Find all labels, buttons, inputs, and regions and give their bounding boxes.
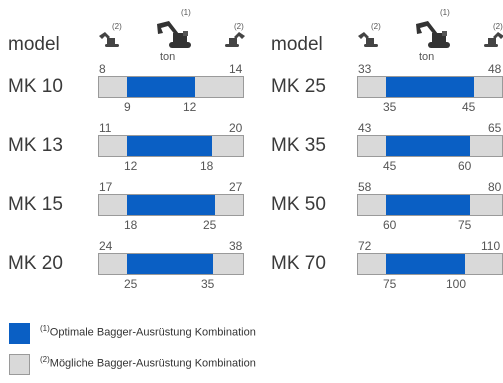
possible-max-label-1: 20 xyxy=(229,121,243,135)
optimal-max-label-1: 18 xyxy=(200,159,214,173)
legend-label-possible: Mögliche Bagger-Ausrüstung Kombination xyxy=(49,357,256,370)
optimal-max-label-3: 35 xyxy=(201,277,215,291)
legend-swatch-optimal xyxy=(9,323,30,344)
marker-small-right-0: (2) xyxy=(234,22,244,31)
marker-small-left-1: (2) xyxy=(371,22,381,31)
possible-min-label-0: 8 xyxy=(99,62,106,76)
marker-small-left-0: (2) xyxy=(112,22,122,31)
bar-optimal-2 xyxy=(127,195,215,215)
optimal-max-label-6: 75 xyxy=(458,218,472,232)
optimal-min-label-3: 25 xyxy=(124,277,138,291)
possible-max-label-7: 110 xyxy=(481,239,501,253)
bar-optimal-3 xyxy=(127,254,213,274)
bar-optimal-6 xyxy=(386,195,470,215)
legend-swatch-possible xyxy=(9,354,30,375)
possible-min-label-6: 58 xyxy=(358,180,372,194)
legend-marker-possible: (2) xyxy=(40,355,50,364)
model-label-mk-70: MK 70 xyxy=(271,253,326,274)
model-label-mk-15: MK 15 xyxy=(8,194,63,215)
possible-max-label-3: 38 xyxy=(229,239,243,253)
bar-optimal-5 xyxy=(386,136,470,156)
possible-min-label-5: 43 xyxy=(358,121,372,135)
bar-optimal-4 xyxy=(386,77,474,97)
model-label-mk-25: MK 25 xyxy=(271,76,326,97)
excavator-small-left-icon-1 xyxy=(358,32,378,47)
model-label-mk-20: MK 20 xyxy=(8,253,63,274)
excavator-large-icon-0 xyxy=(157,21,191,48)
excavator-small-right-icon-0 xyxy=(225,32,245,47)
column-header-model-0: model xyxy=(8,34,60,55)
excavator-small-right-icon-1 xyxy=(484,32,503,47)
optimal-min-label-4: 35 xyxy=(383,100,397,114)
optimal-max-label-7: 100 xyxy=(446,277,467,291)
optimal-max-label-5: 60 xyxy=(458,159,472,173)
bar-optimal-7 xyxy=(386,254,465,274)
optimal-max-label-4: 45 xyxy=(462,100,476,114)
marker-large-1: (1) xyxy=(440,8,450,17)
excavator-large-icon-1 xyxy=(416,21,450,48)
bar-optimal-0 xyxy=(127,77,195,97)
possible-min-label-4: 33 xyxy=(358,62,372,76)
possible-min-label-1: 11 xyxy=(99,121,112,135)
legend-label-optimal: Optimale Bagger-Ausrüstung Kombination xyxy=(49,326,256,339)
model-label-mk-35: MK 35 xyxy=(271,135,326,156)
unit-label-ton-1: ton xyxy=(419,51,435,63)
legend-marker-optimal: (1) xyxy=(40,324,50,333)
possible-max-label-6: 80 xyxy=(488,180,502,194)
legend-item-optimal: (1)Optimale Bagger-Ausrüstung Kombinatio… xyxy=(40,324,256,339)
marker-large-0: (1) xyxy=(181,8,191,17)
optimal-min-label-7: 75 xyxy=(383,277,397,291)
possible-max-label-2: 27 xyxy=(229,180,243,194)
possible-min-label-3: 24 xyxy=(99,239,113,253)
model-label-mk-50: MK 50 xyxy=(271,194,326,215)
optimal-min-label-1: 12 xyxy=(124,159,138,173)
column-header-model-1: model xyxy=(271,34,323,55)
model-label-mk-10: MK 10 xyxy=(8,76,63,97)
optimal-max-label-0: 12 xyxy=(183,100,197,114)
bar-optimal-1 xyxy=(127,136,212,156)
possible-min-label-7: 72 xyxy=(358,239,372,253)
optimal-min-label-5: 45 xyxy=(383,159,397,173)
excavator-small-left-icon-0 xyxy=(99,32,119,47)
model-label-mk-13: MK 13 xyxy=(8,135,63,156)
legend-item-possible: (2)Mögliche Bagger-Ausrüstung Kombinatio… xyxy=(40,355,256,370)
optimal-max-label-2: 25 xyxy=(203,218,217,232)
possible-max-label-4: 48 xyxy=(488,62,502,76)
possible-min-label-2: 17 xyxy=(99,180,113,194)
unit-label-ton-0: ton xyxy=(160,51,176,63)
possible-max-label-0: 14 xyxy=(229,62,243,76)
optimal-min-label-6: 60 xyxy=(383,218,397,232)
optimal-min-label-0: 9 xyxy=(124,100,131,114)
possible-max-label-5: 65 xyxy=(488,121,502,135)
marker-small-right-1: (2) xyxy=(493,22,503,31)
optimal-min-label-2: 18 xyxy=(124,218,138,232)
